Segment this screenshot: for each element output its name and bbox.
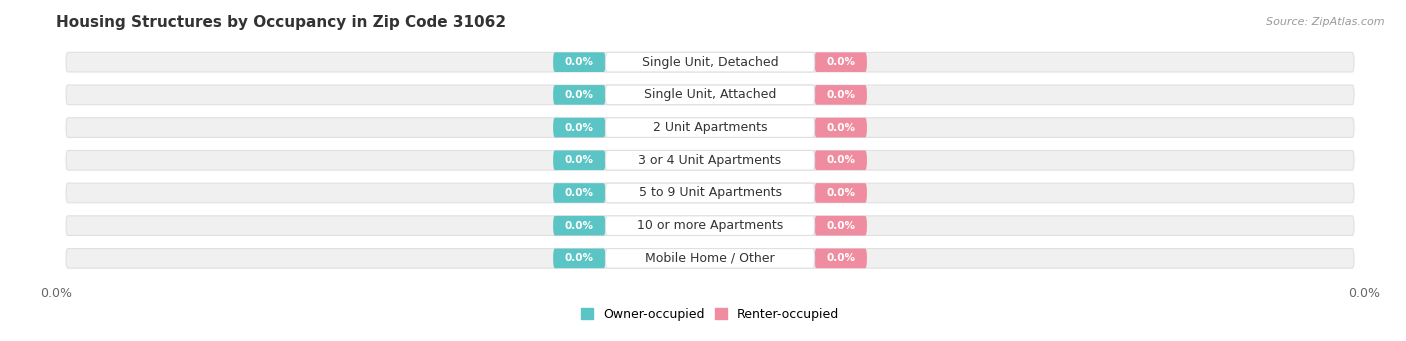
FancyBboxPatch shape bbox=[66, 216, 1354, 236]
FancyBboxPatch shape bbox=[66, 118, 1354, 137]
Text: 0.0%: 0.0% bbox=[827, 221, 855, 231]
Text: Mobile Home / Other: Mobile Home / Other bbox=[645, 252, 775, 265]
Text: 0.0%: 0.0% bbox=[565, 253, 593, 263]
Text: 3 or 4 Unit Apartments: 3 or 4 Unit Apartments bbox=[638, 154, 782, 167]
FancyBboxPatch shape bbox=[66, 183, 1354, 203]
FancyBboxPatch shape bbox=[814, 53, 868, 72]
FancyBboxPatch shape bbox=[606, 118, 814, 137]
Legend: Owner-occupied, Renter-occupied: Owner-occupied, Renter-occupied bbox=[575, 303, 845, 326]
Text: 10 or more Apartments: 10 or more Apartments bbox=[637, 219, 783, 232]
FancyBboxPatch shape bbox=[606, 85, 814, 105]
FancyBboxPatch shape bbox=[553, 249, 606, 268]
Text: Single Unit, Detached: Single Unit, Detached bbox=[641, 56, 779, 69]
Text: 0.0%: 0.0% bbox=[565, 90, 593, 100]
Text: 0.0%: 0.0% bbox=[565, 57, 593, 67]
FancyBboxPatch shape bbox=[66, 53, 1354, 72]
FancyBboxPatch shape bbox=[553, 216, 606, 236]
Text: 0.0%: 0.0% bbox=[827, 90, 855, 100]
Text: 0.0%: 0.0% bbox=[565, 155, 593, 165]
Text: 0.0%: 0.0% bbox=[565, 122, 593, 133]
Text: 0.0%: 0.0% bbox=[827, 188, 855, 198]
FancyBboxPatch shape bbox=[814, 85, 868, 105]
FancyBboxPatch shape bbox=[814, 183, 868, 203]
FancyBboxPatch shape bbox=[553, 85, 606, 105]
Text: 0.0%: 0.0% bbox=[827, 122, 855, 133]
FancyBboxPatch shape bbox=[553, 150, 606, 170]
Text: 0.0%: 0.0% bbox=[827, 155, 855, 165]
Text: 0.0%: 0.0% bbox=[565, 221, 593, 231]
FancyBboxPatch shape bbox=[814, 249, 868, 268]
Text: 5 to 9 Unit Apartments: 5 to 9 Unit Apartments bbox=[638, 187, 782, 199]
Text: 0.0%: 0.0% bbox=[827, 253, 855, 263]
FancyBboxPatch shape bbox=[553, 183, 606, 203]
Text: Source: ZipAtlas.com: Source: ZipAtlas.com bbox=[1267, 17, 1385, 27]
FancyBboxPatch shape bbox=[814, 216, 868, 236]
FancyBboxPatch shape bbox=[814, 150, 868, 170]
FancyBboxPatch shape bbox=[66, 85, 1354, 105]
FancyBboxPatch shape bbox=[606, 249, 814, 268]
Text: 0.0%: 0.0% bbox=[565, 188, 593, 198]
Text: Housing Structures by Occupancy in Zip Code 31062: Housing Structures by Occupancy in Zip C… bbox=[56, 15, 506, 30]
Text: 2 Unit Apartments: 2 Unit Apartments bbox=[652, 121, 768, 134]
FancyBboxPatch shape bbox=[66, 150, 1354, 170]
FancyBboxPatch shape bbox=[553, 118, 606, 137]
Text: Single Unit, Attached: Single Unit, Attached bbox=[644, 88, 776, 101]
FancyBboxPatch shape bbox=[606, 150, 814, 170]
FancyBboxPatch shape bbox=[66, 249, 1354, 268]
FancyBboxPatch shape bbox=[814, 118, 868, 137]
FancyBboxPatch shape bbox=[553, 53, 606, 72]
FancyBboxPatch shape bbox=[606, 53, 814, 72]
Text: 0.0%: 0.0% bbox=[827, 57, 855, 67]
FancyBboxPatch shape bbox=[606, 216, 814, 236]
FancyBboxPatch shape bbox=[606, 183, 814, 203]
